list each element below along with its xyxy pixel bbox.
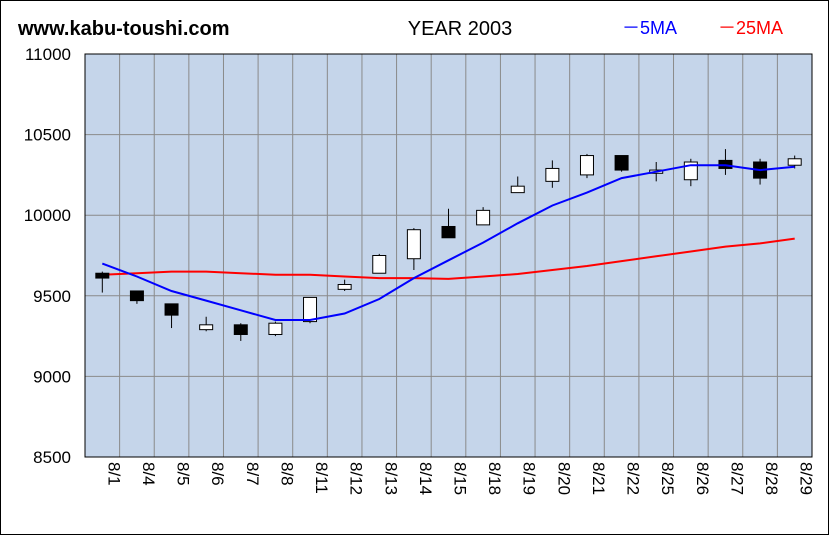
legend-25ma: －25MA [718,18,783,38]
x-axis-ticks: 8/1 8/4 8/5 8/6 8/7 8/8 8/11 8/12 8/13 8/14 8/15 8/… [104,462,815,495]
x-tick-label: 8/7 [243,462,262,486]
x-tick-label: 8/13 [381,462,400,495]
x-tick-label: 8/28 [762,462,781,495]
x-tick-label: 8/11 [312,462,331,494]
y-tick-label: 8500 [33,448,71,467]
candle-body-up [268,322,283,335]
ma5-series [101,164,795,321]
candle-body-down [441,225,456,239]
candle-body-down [233,324,248,335]
candle-body-up [787,158,802,166]
candle-body-up [579,155,594,176]
x-tick-label: 8/6 [208,462,227,486]
x-tick-label: 8/25 [658,462,677,495]
x-tick-label: 8/15 [451,462,470,495]
x-tick-label: 8/29 [797,462,816,495]
x-tick-label: 8/22 [624,462,643,495]
ma25-line [102,237,795,280]
x-tick-label: 8/1 [104,462,123,486]
legend-5ma: －5MA [622,18,677,38]
candle-body-down [95,272,110,279]
candle-body-up [545,167,560,182]
plot-area [85,54,812,457]
y-tick-label: 10000 [24,206,71,225]
x-tick-label: 8/4 [139,462,158,486]
x-tick-label: 8/18 [485,462,504,495]
candle-body-up [199,324,214,331]
y-tick-label: 9500 [33,287,71,306]
candle-body-down [129,290,144,302]
chart-title: YEAR 2003 [408,18,513,40]
candle-body-up [337,284,352,290]
candle-body-down [164,303,179,316]
x-tick-label: 8/26 [693,462,712,495]
candle-body-up [510,185,525,194]
x-tick-label: 8/27 [727,462,746,495]
candle-body-up [476,209,491,226]
candle-body-up [303,296,318,323]
y-tick-label: 10500 [24,126,71,145]
x-tick-label: 8/20 [554,462,573,495]
y-tick-label: 9000 [33,367,71,386]
x-tick-label: 8/5 [174,462,193,486]
x-tick-label: 8/19 [520,462,539,495]
candle-body-down [614,155,629,171]
ma5-line [101,164,795,321]
x-tick-label: 8/8 [277,462,296,486]
candle-body-up [406,229,421,260]
site-name: www.kabu-toushi.com [17,18,230,40]
x-tick-label: 8/21 [589,462,608,495]
y-axis-ticks: 8500 9000 9500 10000 10500 11000 [24,45,71,467]
candle-body-up [372,255,387,274]
x-tick-label: 8/14 [416,462,435,495]
ma25-series [102,237,795,280]
y-tick-label: 11000 [25,45,71,64]
plot-border [84,53,813,458]
grid-lines [85,54,812,457]
x-tick-label: 8/12 [347,462,366,495]
